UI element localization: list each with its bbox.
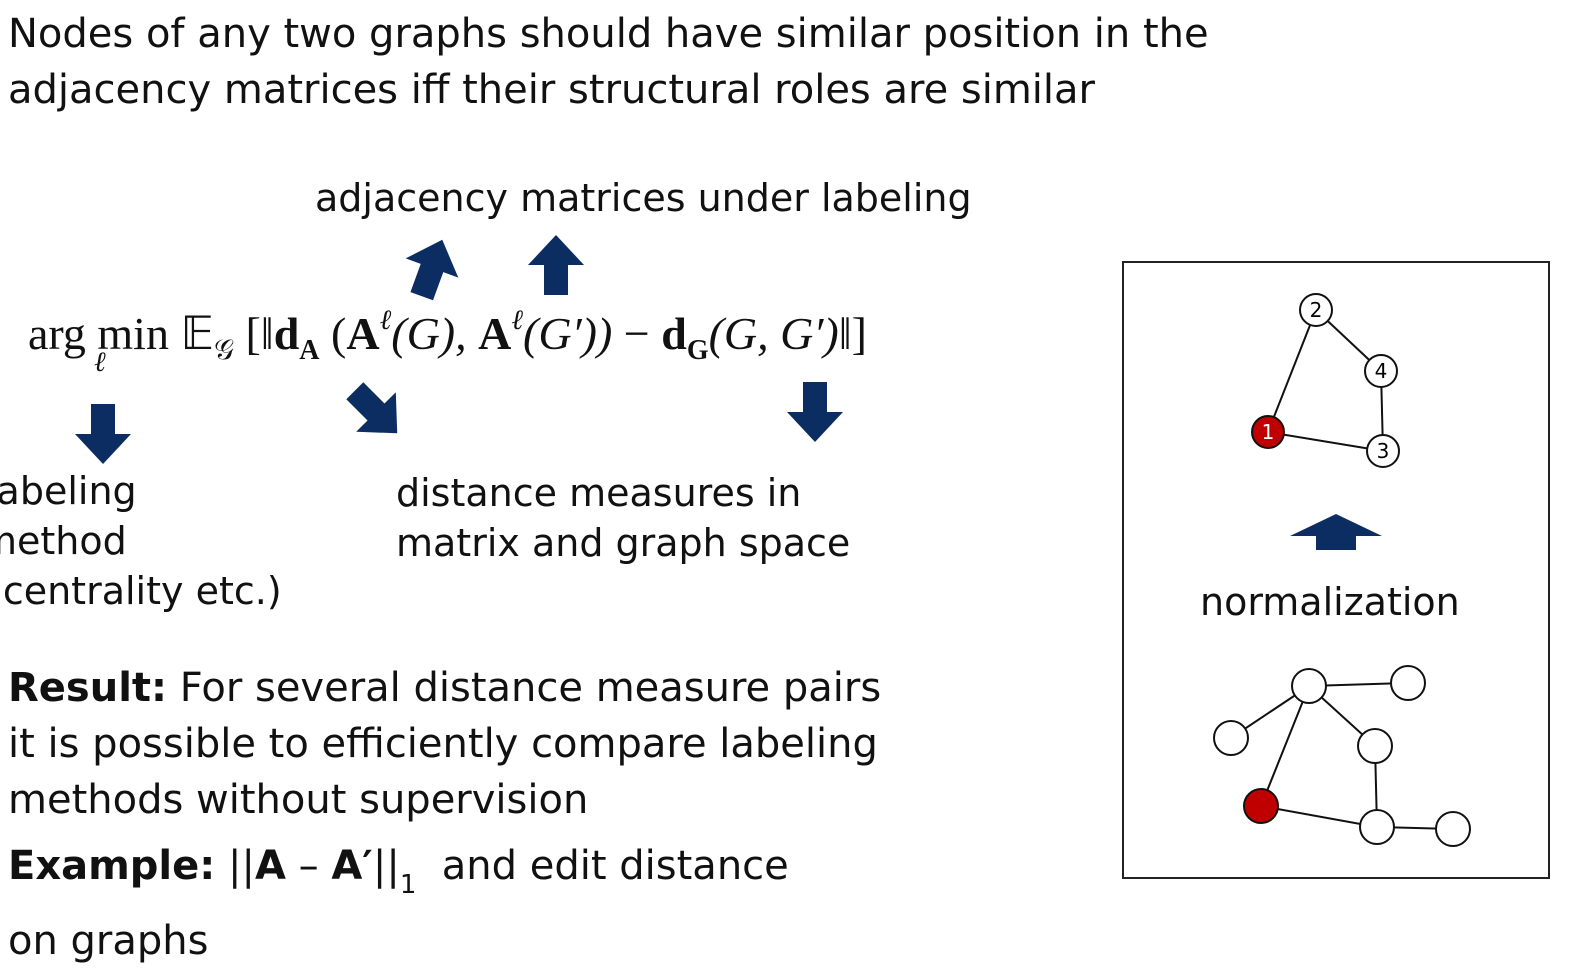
annotation: distance measures in matrix and graph sp…	[396, 468, 850, 568]
annotation-line: distance measures in	[396, 471, 802, 515]
node-label: 3	[1377, 439, 1390, 463]
title-line: Nodes of any two graphs should have simi…	[8, 11, 1209, 57]
formula-part: d	[661, 308, 687, 359]
formula-part: G	[686, 335, 709, 366]
formula-part: A	[346, 308, 380, 359]
formula-part: A	[478, 308, 512, 359]
annotation-line: labeling	[0, 469, 137, 513]
annotation: labeling method (centrality etc.)	[0, 466, 282, 616]
arrow	[75, 404, 131, 464]
arrow	[346, 382, 398, 434]
result-text: For several distance measure pairs	[179, 665, 882, 711]
figure-box	[1122, 261, 1550, 879]
formula-part: (G′))	[523, 308, 613, 359]
arrow	[1290, 514, 1382, 550]
annotation-line: method	[0, 519, 127, 563]
annotation-line: matrix and graph space	[396, 521, 851, 565]
example-part: ||	[372, 843, 400, 889]
arrow	[405, 239, 459, 301]
example-part: 1	[399, 870, 417, 900]
result-label: Result:	[8, 665, 168, 711]
example: Example: ||A – A′||1 and edit distance o…	[8, 838, 789, 969]
formula-part: (G),	[391, 308, 467, 359]
formula-part: arg min	[28, 308, 169, 359]
example-part: A′	[331, 843, 373, 889]
title-line: adjacency matrices iff their structural …	[8, 67, 1095, 113]
formula-part: −	[623, 308, 650, 359]
result-text: methods without supervision	[8, 777, 589, 823]
formula-part: [‖	[245, 308, 274, 359]
formula-part: 𝒢	[214, 335, 234, 366]
annotation-line: (centrality etc.)	[0, 569, 282, 613]
arrow	[787, 382, 843, 442]
example-text: on graphs	[8, 918, 209, 964]
formula-part: ℓ	[511, 305, 524, 336]
example-label: Example:	[8, 843, 216, 889]
formula-part: ℓ	[379, 305, 392, 336]
arrow	[528, 235, 584, 295]
formula-part: d	[273, 308, 300, 359]
nodes	[1213, 293, 1471, 847]
example-part: –	[285, 843, 332, 889]
arrows	[75, 235, 1382, 550]
formula-part: A	[299, 335, 320, 366]
formula-part: 𝔼	[180, 308, 215, 359]
formula-part: ‖]	[838, 308, 867, 359]
example-part: and edit distance	[441, 843, 789, 889]
formula-part: (G, G′)	[708, 308, 839, 359]
formula-part: ℓ	[94, 347, 106, 378]
node-label: 1	[1262, 420, 1275, 444]
edges	[1230, 309, 1454, 830]
annotation: adjacency matrices under labeling	[315, 176, 972, 220]
caption: normalization	[1200, 580, 1460, 624]
example-part: ||	[227, 843, 255, 889]
result-text: it is possible to efficiently compare la…	[8, 721, 878, 767]
node-label: 4	[1375, 359, 1388, 383]
result: Result: For several distance measure pai…	[8, 660, 881, 828]
formula-part: (	[331, 308, 347, 359]
node-label: 2	[1310, 298, 1323, 322]
formula: arg min ℓ 𝔼𝒢 [‖dA (Aℓ(G), Aℓ(G′)) − dG(G,…	[28, 305, 867, 378]
example-part: A	[254, 843, 286, 889]
